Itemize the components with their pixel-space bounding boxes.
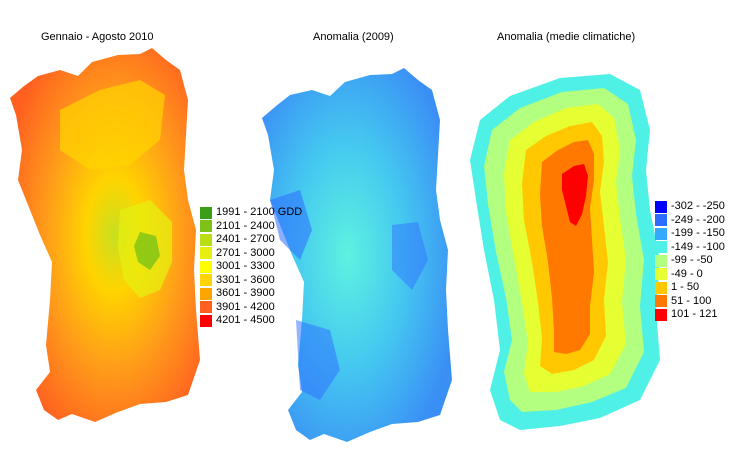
legend-row-anom-3: -149 - -100 — [655, 241, 725, 255]
panel-title-anomaly-2009: Anomalia (2009) — [313, 31, 394, 43]
legend-label: 1991 - 2100 GDD — [216, 206, 303, 218]
legend-swatch — [655, 241, 667, 254]
legend-row-anom-1: -249 - -200 — [655, 214, 725, 228]
legend-swatch — [200, 233, 212, 246]
legend-row-anom-8: 101 - 121 — [655, 308, 725, 322]
legend-label: 3001 - 3300 — [216, 260, 275, 272]
gdd-north-zone — [60, 80, 165, 170]
legend-swatch — [200, 314, 212, 327]
legend-gdd: 1991 - 2100 GDD 2101 - 2400 2401 - 2700 … — [200, 206, 302, 328]
legend-swatch — [655, 308, 667, 321]
legend-label: 3901 - 4200 — [216, 300, 275, 313]
legend-row-anom-4: -99 - -50 — [655, 254, 725, 268]
legend-label: -199 - -150 — [671, 227, 725, 239]
anomaly-2009-west-zone — [270, 190, 312, 260]
gdd-highland-core — [134, 232, 160, 270]
legend-swatch — [200, 260, 212, 273]
legend-row-gdd-2: 2401 - 2700 — [200, 233, 302, 247]
legend-row-gdd-1: 2101 - 2400 — [200, 220, 302, 234]
legend-row-anom-5: -49 - 0 — [655, 268, 725, 282]
legend-swatch — [200, 220, 212, 233]
legend-label: -99 - -50 — [671, 254, 713, 266]
legend-row-gdd-8: 4201 - 4500 — [200, 314, 302, 328]
band-101-121 — [562, 164, 588, 226]
legend-row-anom-2: -199 - -150 — [655, 227, 725, 241]
panel-title-anomaly-climate: Anomalia (medie climatiche) — [497, 31, 636, 43]
legend-swatch — [655, 214, 667, 227]
anomaly-climate-map — [470, 74, 660, 430]
legend-label: 2101 - 2400 — [216, 219, 275, 232]
anomaly-2009-southwest-zone — [296, 320, 340, 400]
legend-swatch — [655, 254, 667, 267]
legend-row-gdd-5: 3301 - 3600 — [200, 274, 302, 288]
legend-label: -249 - -200 — [671, 213, 725, 226]
legend-swatch — [655, 268, 667, 281]
legend-swatch — [200, 247, 212, 260]
legend-label: -302 - -250 — [671, 200, 725, 212]
legend-label: 1 - 50 — [671, 281, 700, 293]
legend-swatch — [200, 206, 212, 219]
legend-label: 4201 - 4500 — [216, 314, 275, 326]
legend-row-anom-6: 1 - 50 — [655, 281, 725, 295]
legend-row-gdd-7: 3901 - 4200 — [200, 301, 302, 315]
legend-label: 51 - 100 — [671, 294, 712, 307]
legend-swatch — [200, 301, 212, 314]
legend-swatch — [655, 200, 667, 213]
legend-swatch — [200, 287, 212, 300]
legend-swatch — [200, 274, 212, 287]
legend-row-anom-0: -302 - -250 — [655, 200, 725, 214]
legend-row-gdd-0: 1991 - 2100 GDD — [200, 206, 302, 220]
legend-label: 3601 - 3900 — [216, 287, 275, 299]
legend-row-anom-7: 51 - 100 — [655, 295, 725, 309]
anomaly-2009-east-zone — [392, 222, 428, 290]
anomaly-2009-map — [262, 68, 452, 442]
legend-swatch — [655, 295, 667, 308]
legend-label: -49 - 0 — [671, 267, 703, 280]
legend-row-gdd-3: 2701 - 3000 — [200, 247, 302, 261]
legend-row-gdd-6: 3601 - 3900 — [200, 287, 302, 301]
panel-title-gdd: Gennaio - Agosto 2010 — [41, 31, 154, 43]
legend-label: 3301 - 3600 — [216, 273, 275, 286]
legend-swatch — [655, 227, 667, 240]
legend-label: 101 - 121 — [671, 308, 718, 320]
legend-row-gdd-4: 3001 - 3300 — [200, 260, 302, 274]
legend-label: 2701 - 3000 — [216, 246, 275, 259]
legend-swatch — [655, 281, 667, 294]
legend-anomaly: -302 - -250 -249 - -200 -199 - -150 -149… — [655, 200, 725, 322]
legend-label: 2401 - 2700 — [216, 233, 275, 245]
gdd-map — [10, 48, 200, 422]
legend-label: -149 - -100 — [671, 240, 725, 253]
